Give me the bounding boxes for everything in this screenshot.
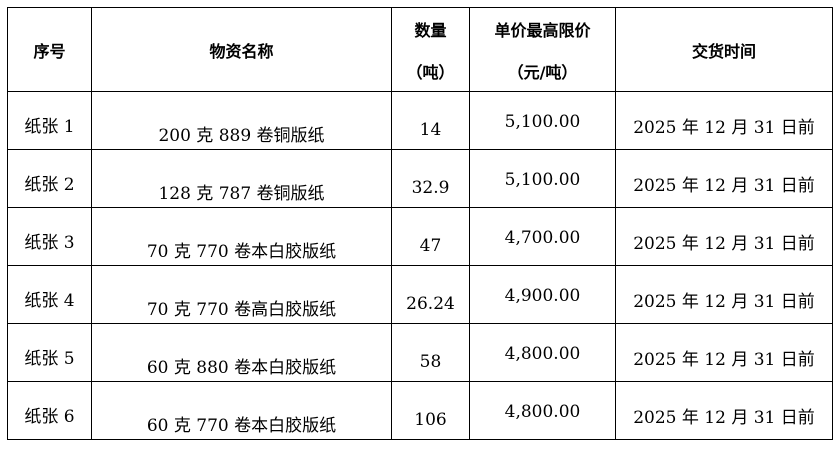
cell-name: 200 克 889 卷铜版纸 <box>91 91 392 150</box>
name-text: 60 克 770 卷本白胶版纸 <box>146 416 337 436</box>
cell-delivery: 2025 年 12 月 31 日前 <box>615 207 833 266</box>
name-text: 70 克 770 卷本白胶版纸 <box>146 242 337 262</box>
cell-name: 128 克 787 卷铜版纸 <box>91 149 392 208</box>
delivery-text: 2025 年 12 月 31 日前 <box>633 234 815 254</box>
price-text: 4,700.00 <box>504 228 581 248</box>
cell-no: 纸张 5 <box>7 323 92 382</box>
no-text: 纸张 3 <box>24 233 75 253</box>
cell-price: 5,100.00 <box>469 91 616 150</box>
header-qty-label: 数量 <box>414 20 447 40</box>
cell-price: 4,900.00 <box>469 265 616 324</box>
table-row: 纸张 2 128 克 787 卷铜版纸 32.9 5,100.00 2025 年 12 … <box>7 149 833 208</box>
delivery-text: 2025 年 12 月 31 日前 <box>633 350 815 370</box>
price-text: 4,900.00 <box>504 286 581 306</box>
header-delivery: 交货时间 <box>615 7 833 92</box>
cell-name: 70 克 770 卷本白胶版纸 <box>91 207 392 266</box>
cell-qty: 26.24 <box>391 265 470 324</box>
cell-delivery: 2025 年 12 月 31 日前 <box>615 149 833 208</box>
price-text: 4,800.00 <box>504 402 581 422</box>
qty-text: 47 <box>419 236 442 256</box>
cell-qty: 58 <box>391 323 470 382</box>
header-name: 物资名称 <box>91 7 392 92</box>
qty-text: 26.24 <box>406 294 455 314</box>
name-text: 128 克 787 卷铜版纸 <box>158 184 325 204</box>
header-price-unit: （元/吨） <box>507 62 578 82</box>
qty-text: 106 <box>414 410 447 430</box>
delivery-text: 2025 年 12 月 31 日前 <box>633 118 815 138</box>
no-text: 纸张 5 <box>24 349 75 369</box>
qty-text: 58 <box>419 352 442 372</box>
cell-qty: 14 <box>391 91 470 150</box>
materials-table: 序号 物资名称 数量 （吨） 单价最高限价 （元/吨） 交货时间 纸张 1 200 克… <box>7 7 833 440</box>
cell-delivery: 2025 年 12 月 31 日前 <box>615 91 833 150</box>
no-text: 纸张 2 <box>24 175 75 195</box>
name-text: 60 克 880 卷本白胶版纸 <box>146 358 337 378</box>
header-qty: 数量 （吨） <box>391 7 470 92</box>
price-text: 5,100.00 <box>504 170 581 190</box>
qty-text: 14 <box>419 120 442 140</box>
cell-price: 5,100.00 <box>469 149 616 208</box>
table-row: 纸张 3 70 克 770 卷本白胶版纸 47 4,700.00 2025 年 12 月… <box>7 207 833 266</box>
cell-delivery: 2025 年 12 月 31 日前 <box>615 323 833 382</box>
cell-delivery: 2025 年 12 月 31 日前 <box>615 381 833 440</box>
header-price: 单价最高限价 （元/吨） <box>469 7 616 92</box>
table-row: 纸张 1 200 克 889 卷铜版纸 14 5,100.00 2025 年 12 月 … <box>7 91 833 150</box>
header-price-label: 单价最高限价 <box>494 20 591 40</box>
cell-price: 4,800.00 <box>469 381 616 440</box>
cell-no: 纸张 3 <box>7 207 92 266</box>
cell-no: 纸张 2 <box>7 149 92 208</box>
cell-qty: 106 <box>391 381 470 440</box>
cell-no: 纸张 4 <box>7 265 92 324</box>
cell-price: 4,800.00 <box>469 323 616 382</box>
cell-name: 70 克 770 卷高白胶版纸 <box>91 265 392 324</box>
delivery-text: 2025 年 12 月 31 日前 <box>633 292 815 312</box>
header-row: 序号 物资名称 数量 （吨） 单价最高限价 （元/吨） 交货时间 <box>7 7 833 92</box>
delivery-text: 2025 年 12 月 31 日前 <box>633 176 815 196</box>
cell-name: 60 克 770 卷本白胶版纸 <box>91 381 392 440</box>
no-text: 纸张 6 <box>24 407 75 427</box>
cell-name: 60 克 880 卷本白胶版纸 <box>91 323 392 382</box>
cell-qty: 47 <box>391 207 470 266</box>
no-text: 纸张 4 <box>24 291 75 311</box>
cell-no: 纸张 6 <box>7 381 92 440</box>
price-text: 5,100.00 <box>504 112 581 132</box>
table-row: 纸张 5 60 克 880 卷本白胶版纸 58 4,800.00 2025 年 12 月… <box>7 323 833 382</box>
name-text: 70 克 770 卷高白胶版纸 <box>146 300 337 320</box>
cell-qty: 32.9 <box>391 149 470 208</box>
cell-price: 4,700.00 <box>469 207 616 266</box>
table-row: 纸张 4 70 克 770 卷高白胶版纸 26.24 4,900.00 2025 年 1… <box>7 265 833 324</box>
table-row: 纸张 6 60 克 770 卷本白胶版纸 106 4,800.00 2025 年 12 … <box>7 381 833 440</box>
delivery-text: 2025 年 12 月 31 日前 <box>633 408 815 428</box>
cell-delivery: 2025 年 12 月 31 日前 <box>615 265 833 324</box>
qty-text: 32.9 <box>411 178 450 198</box>
no-text: 纸张 1 <box>24 117 75 137</box>
cell-no: 纸张 1 <box>7 91 92 150</box>
name-text: 200 克 889 卷铜版纸 <box>158 126 325 146</box>
header-no: 序号 <box>7 7 92 92</box>
price-text: 4,800.00 <box>504 344 581 364</box>
header-qty-unit: （吨） <box>406 62 455 82</box>
